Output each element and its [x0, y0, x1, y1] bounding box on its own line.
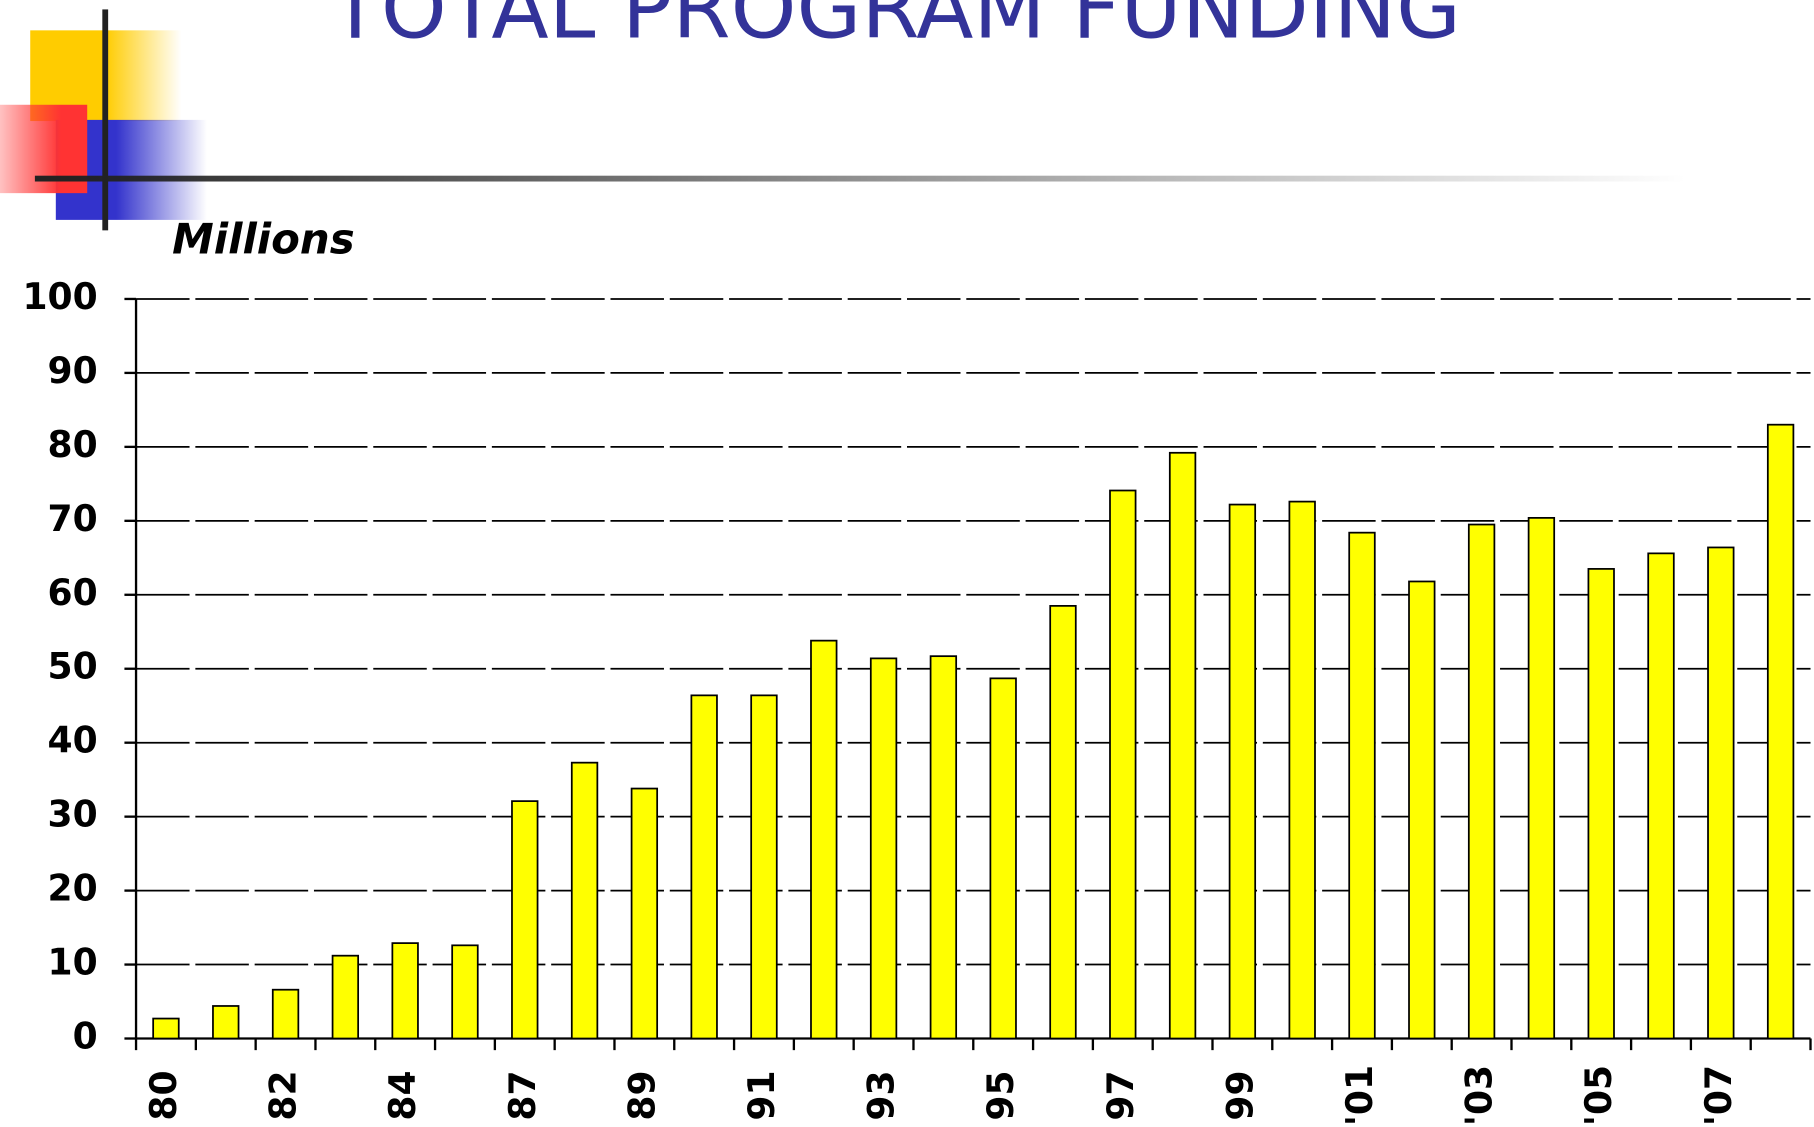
bar	[331, 954, 360, 1040]
x-tick-label: 89	[622, 1070, 663, 1120]
x-tick-label: 99	[1220, 1070, 1261, 1120]
x-tick-label: 84	[383, 1070, 424, 1120]
bar	[1587, 568, 1615, 1040]
x-tick-label: 87	[503, 1070, 544, 1120]
bar	[152, 1017, 180, 1040]
bar	[1408, 580, 1436, 1040]
y-tick-label: 50	[48, 647, 98, 688]
bar	[1109, 489, 1137, 1040]
logo-decoration	[0, 9, 1687, 231]
y-tick-label: 60	[48, 573, 98, 614]
bar	[810, 639, 838, 1040]
chart-title: TOTAL PROGRAM FUNDING	[329, 0, 1461, 57]
bar	[869, 657, 898, 1040]
bar	[1467, 523, 1496, 1040]
x-tick-label: 91	[742, 1070, 783, 1120]
y-tick-label: 10	[48, 943, 98, 984]
bar	[1707, 546, 1735, 1040]
bar	[1228, 503, 1257, 1040]
bar	[750, 694, 778, 1040]
y-tick-label: 40	[48, 721, 98, 762]
y-tick-label: 100	[22, 277, 97, 318]
bar	[511, 800, 539, 1040]
bar	[1647, 552, 1675, 1040]
y-tick-label: 90	[48, 351, 98, 392]
x-tick-label: 82	[264, 1070, 305, 1120]
x-tick-label: 80	[144, 1070, 185, 1120]
x-tick-label: '01	[1340, 1065, 1381, 1126]
x-tick-label: 93	[862, 1070, 903, 1120]
bar	[989, 677, 1017, 1040]
bar	[1049, 605, 1077, 1040]
x-tick-label: 95	[981, 1070, 1022, 1120]
bar	[451, 944, 479, 1040]
bar	[391, 942, 419, 1040]
y-tick-label: 70	[48, 499, 98, 540]
bar	[1348, 531, 1376, 1040]
bar	[929, 655, 958, 1040]
x-tick-label: '05	[1579, 1065, 1620, 1126]
bar	[570, 761, 599, 1040]
bar	[690, 694, 718, 1040]
bar	[630, 787, 659, 1040]
bar	[1527, 516, 1556, 1040]
bar	[1168, 451, 1197, 1040]
y-tick-label: 80	[48, 425, 98, 466]
x-tick-label: '03	[1460, 1065, 1501, 1126]
bar	[271, 988, 300, 1040]
y-tick-label: 20	[48, 869, 98, 910]
bar	[1288, 500, 1316, 1040]
x-tick-label: '07	[1699, 1065, 1740, 1126]
y-tick-label: 0	[73, 1017, 98, 1058]
y-tick-label: 30	[48, 795, 98, 836]
bar	[1766, 423, 1795, 1040]
x-tick-label: 97	[1101, 1070, 1142, 1120]
y-axis-label: Millions	[172, 214, 355, 263]
bar	[212, 1005, 240, 1040]
